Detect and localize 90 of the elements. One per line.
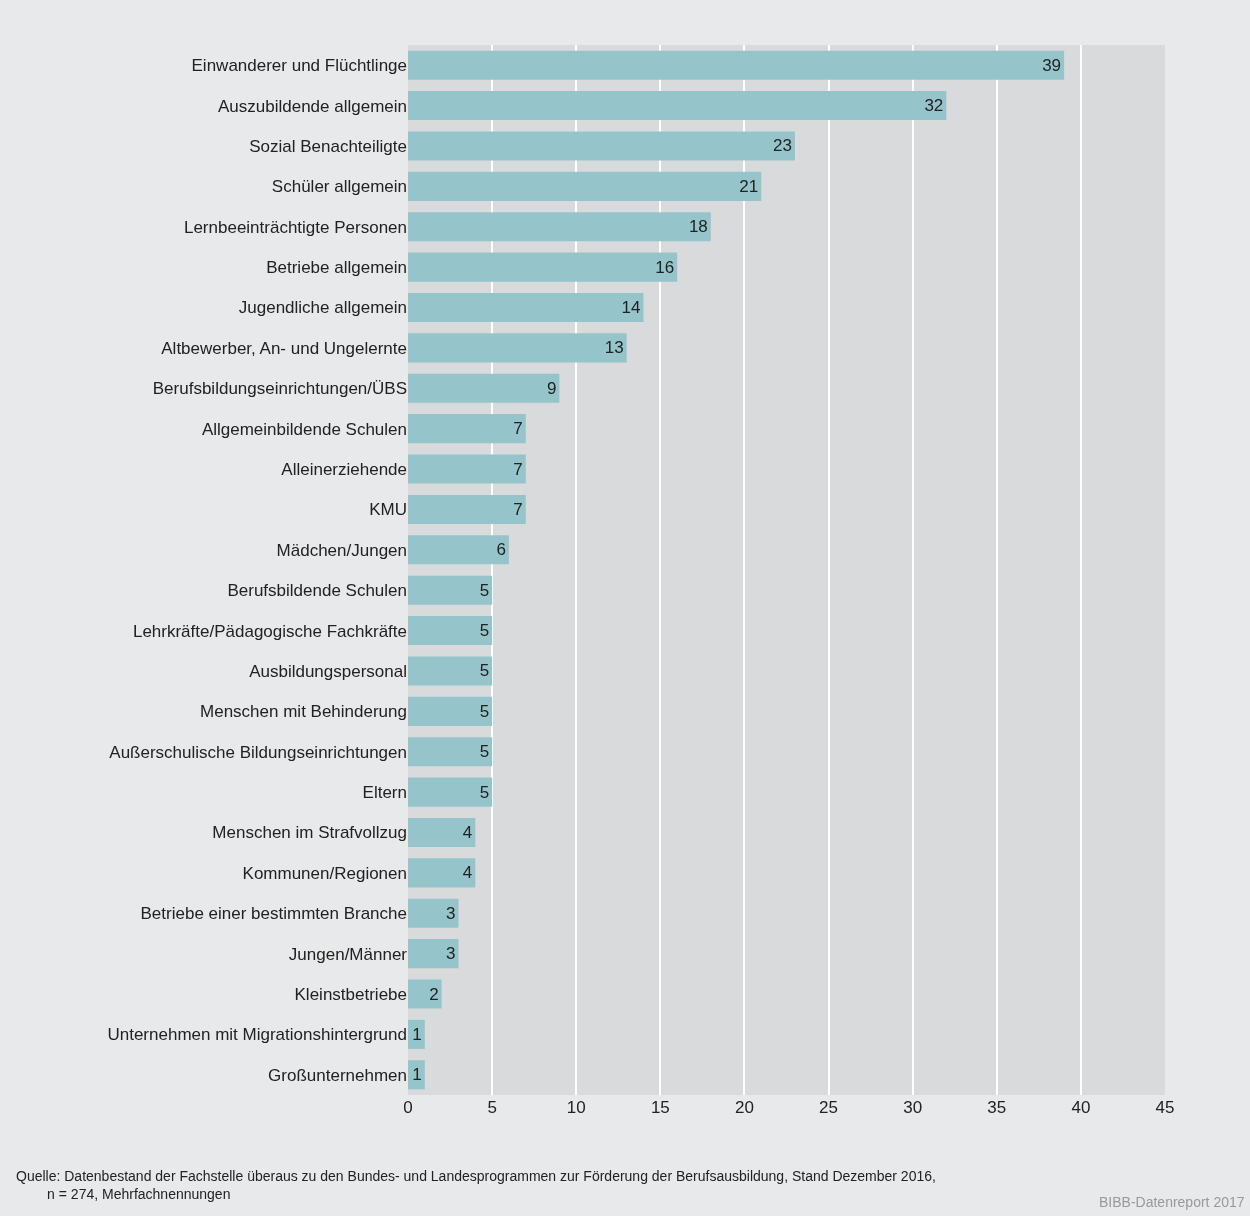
x-tick-label: 30 — [903, 1098, 923, 1117]
y-tick-label: Eltern — [362, 783, 407, 803]
bar — [408, 858, 476, 888]
bar — [408, 454, 526, 484]
y-tick-label: Ausbildungspersonal — [249, 661, 407, 681]
data-label: 5 — [479, 701, 490, 721]
bar — [408, 696, 493, 726]
y-tick-label: Auszubildende allgemein — [217, 96, 407, 116]
source-note: Quelle: Datenbestand der Fachstelle überaus zu den Bundes- und Landesprogrammen zur Förderung der Berufsausbildung, Stand Dezember 2016, n = 274, Mehrfachnennungen — [16, 1168, 936, 1203]
x-tick-label: 25 — [819, 1098, 839, 1117]
y-tick-label: Unternehmen mit Migrationshintergrund — [107, 1025, 407, 1045]
bar — [408, 575, 493, 605]
x-tick-label: 10 — [566, 1098, 586, 1117]
x-tick-label: 5 — [487, 1098, 497, 1117]
bar — [408, 50, 1065, 80]
y-tick-label: Sozial Benachteiligte — [249, 136, 407, 156]
bar — [408, 333, 627, 363]
x-tick-label: 20 — [734, 1098, 754, 1117]
bar — [408, 373, 560, 403]
y-tick-label: Lehrkräfte/Pädagogische Fachkräfte — [132, 621, 407, 641]
y-tick-label: Menschen im Strafvollzug — [212, 823, 407, 843]
y-tick-label: Schüler allgemein — [271, 177, 407, 197]
data-label: 1 — [412, 1065, 422, 1085]
data-label: 3 — [446, 944, 456, 964]
y-tick-label: Betriebe einer bestimmten Branche — [140, 904, 407, 924]
x-tick-label: 0 — [403, 1098, 413, 1117]
bar — [408, 91, 947, 121]
data-label: 23 — [772, 136, 792, 156]
x-tick-label: 45 — [1155, 1098, 1175, 1117]
data-label: 1 — [412, 1024, 422, 1044]
bar — [408, 494, 526, 524]
bar — [408, 292, 644, 323]
data-label: 14 — [621, 298, 641, 317]
bar — [408, 737, 493, 767]
data-label: 5 — [479, 742, 490, 762]
text: BIBB-Datenreport 2017 — [1099, 1194, 1245, 1210]
y-tick-label: Lernbeeinträchtigte Personen — [183, 217, 407, 237]
y-tick-label: Kommunen/Regionen — [242, 863, 407, 883]
y-tick-label: Einwanderer und Flüchtlinge — [191, 56, 407, 76]
data-label: 32 — [924, 96, 944, 116]
bar — [408, 616, 493, 646]
y-tick-label: Berufsbildende Schulen — [227, 581, 407, 601]
data-label: 39 — [1042, 55, 1062, 75]
bar — [408, 939, 459, 969]
data-label: 7 — [513, 419, 523, 439]
y-tick-label: Großunternehmen — [268, 1065, 407, 1085]
data-label: 6 — [496, 540, 506, 560]
y-tick-label: Allgemeinbildende Schulen — [201, 419, 407, 439]
x-tick-label: 35 — [987, 1098, 1007, 1117]
data-label: 5 — [479, 661, 490, 681]
bar — [408, 979, 442, 1009]
y-tick-label: Außerschulische Bildungseinrichtungen — [109, 742, 407, 762]
bar — [408, 535, 509, 565]
bar — [408, 131, 795, 161]
bar — [408, 777, 493, 807]
y-tick-label: Kleinstbetriebe — [294, 984, 407, 1004]
y-tick-label: Altbewerber, An- und Ungelernte — [161, 338, 407, 358]
data-label: 7 — [513, 459, 523, 479]
y-tick-label: Berufsbildungseinrichtungen/ÜBS — [152, 379, 407, 399]
x-tick-label: 40 — [1071, 1098, 1091, 1117]
data-label: 9 — [546, 378, 557, 398]
x-tick-label: 15 — [650, 1098, 670, 1117]
y-tick-label: Mädchen/Jungen — [276, 540, 407, 560]
bar — [408, 656, 493, 686]
data-label: 4 — [462, 863, 473, 883]
bar — [408, 898, 459, 928]
data-label: 21 — [739, 176, 759, 196]
data-label: 5 — [479, 621, 490, 641]
data-label: 2 — [429, 984, 439, 1004]
y-tick-label: Alleinerziehende — [281, 459, 407, 479]
bar — [408, 212, 711, 242]
data-label: 4 — [462, 823, 473, 842]
y-tick-label: Menschen mit Behinderung — [200, 702, 407, 722]
data-label: 16 — [655, 257, 675, 277]
data-label: 3 — [446, 903, 456, 923]
data-label: 5 — [479, 580, 490, 600]
y-tick-label: Betriebe allgemein — [266, 258, 407, 278]
bar — [408, 252, 678, 282]
bar — [408, 817, 476, 848]
bar — [408, 414, 526, 444]
bar — [408, 1019, 425, 1049]
y-tick-label: Jugendliche allgemein — [238, 298, 407, 318]
y-tick-label: KMU — [369, 500, 407, 520]
bar — [408, 1060, 425, 1090]
y-tick-label: Jungen/Männer — [288, 944, 408, 964]
data-label: 13 — [604, 338, 624, 358]
data-label: 7 — [513, 499, 523, 519]
bar — [408, 171, 762, 201]
data-label: 5 — [479, 782, 490, 802]
data-label: 18 — [688, 217, 708, 237]
